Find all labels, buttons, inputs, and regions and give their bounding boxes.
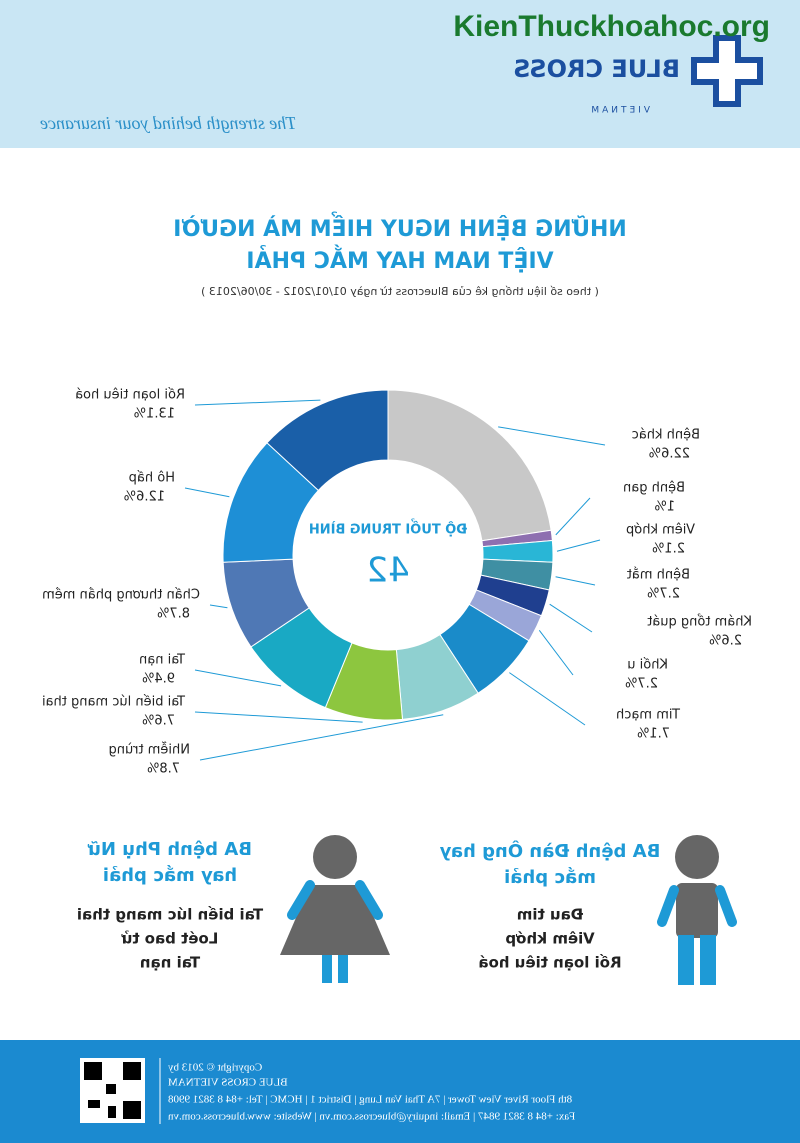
category-label: Khối u [627, 658, 668, 673]
value-label: 2.1% [652, 542, 685, 557]
value-label: 2.7% [647, 587, 680, 602]
donut-segment [387, 389, 552, 542]
donut-segment [266, 389, 389, 492]
leader-line [555, 576, 596, 586]
qr-code [80, 1058, 145, 1123]
women-title: BA bệnh Phụ Nữ [87, 839, 252, 860]
women-title: hay mắc phải [103, 865, 237, 886]
body-bg [0, 148, 800, 1040]
value-label: 2.6% [709, 634, 742, 649]
leader-line [194, 669, 282, 687]
footer-contact: Fax: +84 8 3821 9847 | Email: inquiry@bl… [168, 1111, 576, 1123]
brand-sub: VIETNAM [588, 106, 650, 116]
women-item: Tai biến lúc mang thai [77, 905, 263, 924]
leader-line [194, 711, 363, 723]
value-label: 1% [654, 500, 675, 515]
category-label: Tai biến lúc mang thai [42, 695, 186, 710]
category-label: Khám tổng quát [647, 615, 752, 630]
chart-title: NHỮNG BỆNH NGUY HIỂM MÀ NGƯỜI [173, 213, 627, 242]
category-label: Bệnh gan [623, 481, 685, 496]
woman-figure [280, 835, 390, 983]
footer-company: BLUE CROSS VIETNAM [168, 1077, 288, 1089]
leader-line [498, 426, 606, 446]
value-label: 12.6% [124, 490, 165, 505]
category-label: Tai nạn [139, 653, 186, 668]
leader-line [194, 399, 321, 406]
category-label: Nhiễm trùng [108, 743, 190, 758]
value-label: 7.1% [637, 727, 670, 742]
leader-line [184, 487, 230, 498]
header-band [0, 0, 800, 148]
category-label: Hô hấp [129, 471, 175, 486]
women-item: Tai nạn [140, 954, 200, 972]
value-label: 7.6% [142, 714, 175, 729]
watermark: KienThuckhoahoc.org [453, 10, 770, 43]
leader-line [509, 672, 586, 726]
tagline: The strength behind your insurance [40, 113, 296, 133]
brand: BLUE CROSS [513, 55, 680, 83]
leader-line [555, 497, 591, 536]
women-item: Loét bao tử [121, 930, 218, 948]
value-label: 8.7% [157, 607, 190, 622]
category-label: Bệnh khác [632, 428, 700, 443]
men-item: Rối loạn tiêu hoá [478, 953, 621, 972]
category-label: Viêm khớp [626, 523, 695, 538]
man-figure [657, 835, 737, 985]
value-label: 7.8% [147, 762, 180, 777]
category-label: Chấn thương phần mềm [42, 588, 200, 603]
leader-line [538, 630, 574, 676]
value-label: 22.6% [649, 447, 690, 462]
footer-address: 8th Floor River View Tower | 7A Thai Van… [168, 1094, 573, 1106]
men-item: Viêm khớp [505, 930, 594, 948]
category-label: Tim mạch [616, 708, 681, 723]
leader-line [199, 714, 444, 761]
chart-subtitle: ( theo số liệu thống kê của Bluecross từ… [201, 285, 599, 298]
category-label: Bệnh mắt [627, 568, 690, 583]
leader-line [556, 539, 601, 552]
logo-cross [691, 35, 763, 107]
center-value: 42 [366, 551, 409, 591]
center-label: ĐỘ TUỔI TRUNG BÌNH [309, 520, 467, 538]
footer-copyright: Copyright © 2013 by [168, 1062, 263, 1074]
men-title: mắc phải [504, 867, 596, 888]
leader-line [209, 604, 228, 609]
value-label: 2.7% [625, 677, 658, 692]
leader-line [549, 603, 593, 633]
chart-title: VIỆT NAM HAY MẮC PHẢI [246, 245, 553, 274]
category-label: Rối loạn tiêu hoá [75, 388, 185, 403]
value-label: 9.4% [142, 672, 175, 687]
value-label: 13.1% [134, 407, 175, 422]
men-title: BA bệnh Đàn Ông hay [439, 840, 660, 862]
men-item: Đau tim [517, 906, 584, 924]
